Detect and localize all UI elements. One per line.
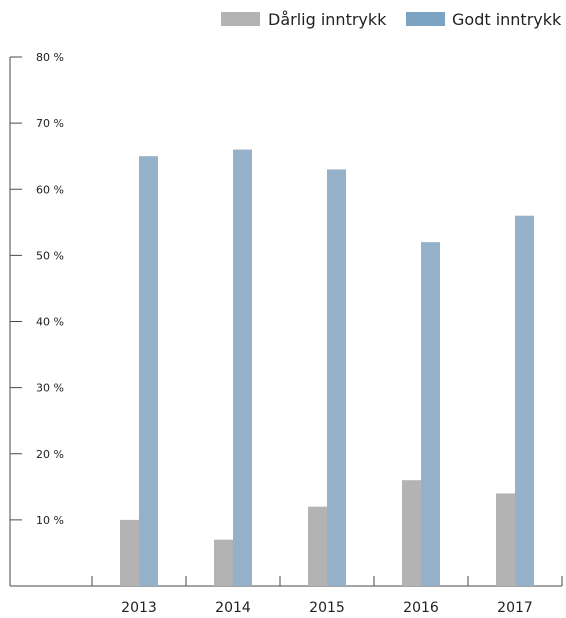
bar-godt-2017: [515, 215, 534, 586]
x-tick-label: 2017: [497, 600, 533, 616]
y-tick-label: 50 %: [36, 249, 64, 262]
bar-godt-2016: [421, 242, 440, 586]
x-tick-label: 2016: [403, 600, 439, 616]
bar-godt-2014: [233, 149, 252, 586]
y-tick-label: 70 %: [36, 117, 64, 130]
legend-swatch-darlig: [221, 12, 260, 26]
bar-darlig-2015: [308, 506, 327, 586]
x-tick-label: 2013: [121, 600, 157, 616]
legend-label-darlig: Dårlig inntrykk: [268, 10, 387, 29]
bar-godt-2013: [139, 156, 158, 586]
y-tick-label: 10 %: [36, 514, 64, 527]
y-tick-label: 40 %: [36, 316, 64, 329]
x-tick-label: 2015: [309, 600, 345, 616]
bar-darlig-2013: [120, 519, 139, 586]
legend-swatch-godt: [406, 12, 445, 26]
bar-godt-2015: [327, 169, 346, 586]
bar-darlig-2017: [496, 493, 515, 586]
legend-label-godt: Godt inntrykk: [452, 10, 562, 29]
bar-darlig-2014: [214, 539, 233, 586]
y-tick-label: 60 %: [36, 183, 64, 196]
y-tick-label: 30 %: [36, 382, 64, 395]
bar-darlig-2016: [402, 480, 421, 586]
y-tick-label: 80 %: [36, 51, 64, 64]
y-tick-label: 20 %: [36, 448, 64, 461]
x-tick-label: 2014: [215, 600, 251, 616]
